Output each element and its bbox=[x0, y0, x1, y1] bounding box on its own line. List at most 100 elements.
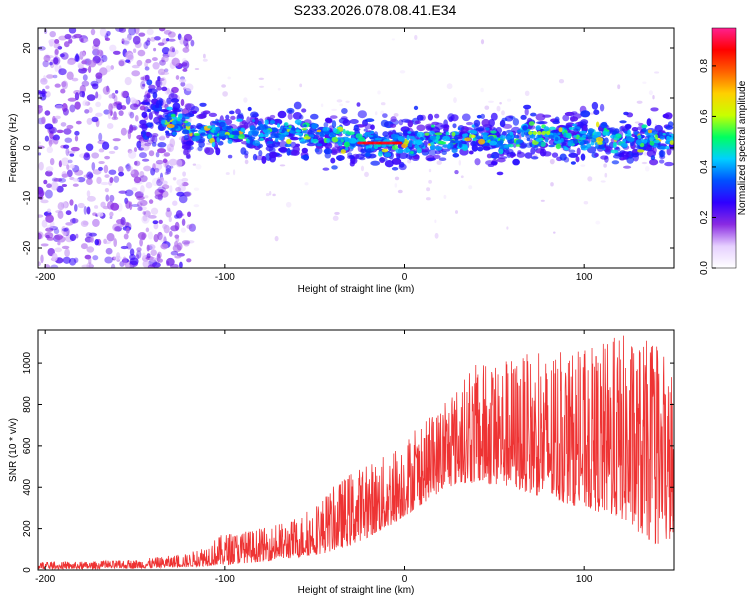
spectrogram-cell bbox=[71, 77, 79, 82]
spectrogram-cell bbox=[530, 112, 537, 117]
spectrogram-cell bbox=[451, 148, 458, 154]
spectrogram-cell bbox=[659, 135, 666, 140]
snr-series-line bbox=[38, 335, 674, 570]
spectrogram-cell bbox=[434, 139, 439, 144]
spectrogram-cell bbox=[331, 165, 338, 170]
spectrogram-cell bbox=[570, 116, 579, 122]
spectrogram-cell bbox=[580, 119, 589, 125]
spectrogram-cell bbox=[106, 30, 111, 36]
spectrogram-cell bbox=[156, 86, 162, 91]
spectrogram-cell bbox=[45, 55, 54, 59]
spectrogram-cell bbox=[120, 127, 127, 136]
spectrogram-cell bbox=[155, 151, 160, 158]
spectrogram-cell bbox=[142, 252, 146, 259]
y-tick-label: 0 bbox=[22, 145, 33, 151]
spectrogram-cell bbox=[64, 33, 72, 40]
spectrogram-cell bbox=[283, 122, 289, 127]
spectrogram-cell bbox=[548, 144, 555, 148]
spectrogram-cell bbox=[320, 103, 324, 108]
spectrogram-cell bbox=[528, 121, 535, 126]
spectrogram-cell bbox=[53, 57, 59, 65]
spectrogram-cell bbox=[265, 145, 274, 152]
spectrogram-cell bbox=[148, 214, 157, 219]
spectrogram-cell bbox=[161, 184, 170, 190]
spectrogram-cell bbox=[301, 130, 308, 134]
spectrogram-cell bbox=[285, 201, 292, 208]
spectrogram-cell bbox=[450, 114, 459, 122]
spectrogram-cell bbox=[131, 187, 138, 192]
spectrogram-cell bbox=[249, 125, 256, 131]
spectrogram-cell bbox=[286, 138, 292, 145]
spectrogram-cell bbox=[330, 115, 338, 119]
spectrogram-cell bbox=[132, 35, 141, 45]
spectrogram-cell bbox=[91, 162, 96, 171]
spectrogram-cell bbox=[166, 118, 171, 123]
spectrogram-cell bbox=[481, 118, 490, 127]
spectrogram-cell bbox=[131, 203, 140, 208]
spectrogram-cell bbox=[183, 116, 190, 120]
spectrogram-cell bbox=[525, 142, 533, 148]
spectrogram-cell bbox=[98, 148, 105, 153]
y-tick-label: 200 bbox=[22, 520, 33, 537]
spectrogram-cell bbox=[644, 166, 650, 172]
x-tick-label: 100 bbox=[576, 272, 593, 283]
spectrogram-cell bbox=[407, 159, 412, 164]
spectrogram-cell bbox=[81, 80, 90, 87]
spectrogram-cell bbox=[181, 177, 189, 182]
spectrogram-cell bbox=[464, 133, 469, 137]
spectrogram-cell bbox=[619, 120, 627, 124]
spectrogram-cell bbox=[183, 38, 189, 47]
spectrogram-cell bbox=[226, 126, 232, 130]
spectrogram-cell bbox=[353, 124, 359, 132]
spectrogram-cell bbox=[222, 91, 228, 97]
spectrogram-cell bbox=[243, 97, 248, 103]
spectrogram-cell bbox=[149, 256, 157, 263]
spectrogram-y-label: Frequency (Hz) bbox=[8, 114, 19, 183]
spectrogram-cell bbox=[118, 171, 125, 177]
spectrogram-cell bbox=[145, 40, 151, 46]
spectrogram-cell bbox=[157, 42, 165, 46]
spectrogram-cell bbox=[91, 116, 99, 122]
spectrogram-cell bbox=[458, 141, 462, 148]
spectrogram-cell bbox=[277, 110, 287, 119]
spectrogram-cell bbox=[63, 144, 70, 149]
spectrogram-cell bbox=[74, 101, 81, 110]
spectrogram-cell bbox=[84, 109, 90, 114]
spectrogram-cell bbox=[587, 176, 593, 182]
spectrogram-cell bbox=[452, 153, 460, 158]
spectrogram-cell bbox=[516, 129, 524, 133]
spectrogram-cell bbox=[301, 147, 308, 154]
spectrogram-cell bbox=[139, 152, 147, 159]
spectrogram-cell bbox=[144, 142, 152, 147]
spectrogram-cell bbox=[264, 119, 269, 125]
spectrogram-cell bbox=[136, 195, 145, 201]
spectrogram-cell bbox=[157, 68, 166, 76]
spectrogram-cell bbox=[146, 79, 153, 86]
spectrogram-cell bbox=[430, 141, 435, 146]
spectrogram-cell bbox=[570, 161, 576, 165]
spectrogram-cell bbox=[535, 137, 543, 143]
spectrogram-cell bbox=[274, 141, 281, 145]
spectrogram-cell bbox=[169, 165, 174, 169]
spectrogram-cell bbox=[243, 150, 249, 156]
spectrogram-cell bbox=[443, 194, 447, 199]
spectrogram-cell bbox=[131, 70, 141, 77]
spectrogram-cell bbox=[166, 87, 171, 95]
snr-panel: -200 -100 0 100 0 200 400 600 800 1000 Height of… bbox=[8, 329, 675, 596]
spectrogram-cell bbox=[165, 209, 172, 218]
spectrogram-cell bbox=[164, 171, 169, 176]
spectrogram-cell bbox=[344, 147, 349, 151]
spectrogram-cell bbox=[82, 74, 88, 81]
spectrogram-cell bbox=[397, 189, 403, 194]
spectrogram-cell bbox=[39, 190, 45, 197]
spectrogram-cell bbox=[158, 234, 167, 242]
spectrogram-cell bbox=[49, 226, 59, 231]
spectrogram-cell bbox=[103, 241, 111, 245]
spectrogram-cell bbox=[488, 135, 494, 140]
spectrogram-cell bbox=[69, 104, 76, 113]
y-tick-label: -10 bbox=[22, 190, 33, 205]
spectrogram-cell bbox=[339, 103, 344, 107]
spectrogram-cell bbox=[177, 33, 182, 41]
spectrogram-cell bbox=[185, 154, 192, 160]
